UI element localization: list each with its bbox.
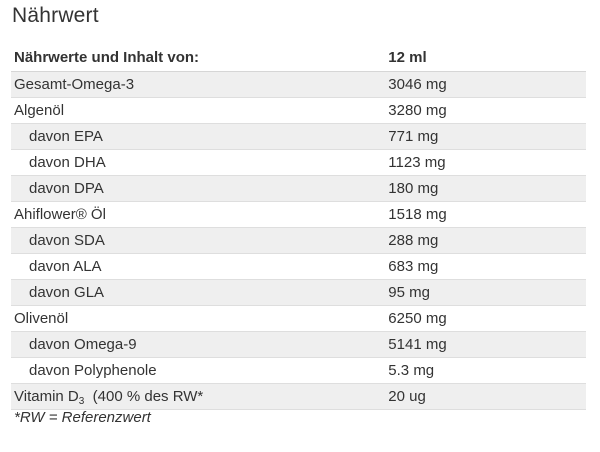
table-row: davon GLA 95 mg bbox=[11, 279, 586, 306]
row-name: Vitamin D3 (400 % des RW* bbox=[11, 383, 386, 410]
row-value: 180 mg bbox=[385, 175, 586, 202]
row-label-prefix: Vitamin D bbox=[14, 388, 79, 405]
table-row: davon Polyphenole 5.3 mg bbox=[11, 357, 586, 384]
table-row: Ahiflower® Öl 1518 mg bbox=[11, 201, 586, 228]
table-row: davon Omega-9 5141 mg bbox=[11, 331, 586, 358]
footnote: *RW = Referenzwert bbox=[14, 409, 151, 426]
table-row: Gesamt-Omega-3 3046 mg bbox=[11, 71, 586, 98]
page-title: Nährwert bbox=[12, 4, 99, 27]
table-row: davon EPA 771 mg bbox=[11, 123, 586, 150]
table-row: Vitamin D3 (400 % des RW* 20 ug bbox=[11, 383, 586, 410]
row-label: davon DPA bbox=[29, 180, 104, 197]
row-name: Gesamt-Omega-3 bbox=[11, 71, 386, 98]
row-value: 5141 mg bbox=[385, 331, 586, 358]
table-row: Olivenöl 6250 mg bbox=[11, 305, 586, 332]
row-value: 3046 mg bbox=[385, 71, 586, 98]
row-label: Gesamt-Omega-3 bbox=[14, 76, 135, 93]
table-row: davon ALA 683 mg bbox=[11, 253, 586, 280]
row-value: 683 mg bbox=[385, 253, 586, 280]
row-value: 3280 mg bbox=[385, 97, 586, 124]
row-value: 95 mg bbox=[385, 279, 586, 306]
row-label: Olivenöl bbox=[14, 310, 69, 327]
row-name: davon ALA bbox=[11, 253, 386, 280]
row-name: davon DHA bbox=[11, 149, 386, 176]
row-value: 5.3 mg bbox=[385, 357, 586, 384]
row-value: 1123 mg bbox=[385, 149, 586, 176]
header-name: Nährwerte und Inhalt von: bbox=[11, 44, 386, 72]
table-row: davon SDA 288 mg bbox=[11, 227, 586, 254]
row-label: davon DHA bbox=[29, 154, 106, 171]
row-label: Ahiflower® Öl bbox=[14, 206, 106, 223]
row-value: 1518 mg bbox=[385, 201, 586, 228]
row-name: davon EPA bbox=[11, 123, 386, 150]
row-label-subscript: 3 bbox=[78, 396, 85, 407]
row-name: davon Omega-9 bbox=[11, 331, 386, 358]
table-row: davon DPA 180 mg bbox=[11, 175, 586, 202]
row-name: Olivenöl bbox=[11, 305, 386, 332]
row-name: davon GLA bbox=[11, 279, 386, 306]
row-value: 771 mg bbox=[385, 123, 586, 150]
row-label-suffix: (400 % des RW* bbox=[92, 388, 204, 405]
row-name: Algenöl bbox=[11, 97, 386, 124]
row-label: Algenöl bbox=[14, 102, 65, 119]
row-label: davon EPA bbox=[29, 128, 103, 145]
row-label: davon GLA bbox=[29, 284, 105, 301]
row-label: davon SDA bbox=[29, 232, 105, 249]
row-label: Vitamin D3 (400 % des RW* bbox=[14, 388, 204, 407]
row-label: davon Omega-9 bbox=[29, 336, 137, 353]
row-name: davon DPA bbox=[11, 175, 386, 202]
table-row: davon DHA 1123 mg bbox=[11, 149, 586, 176]
row-name: davon SDA bbox=[11, 227, 386, 254]
row-name: davon Polyphenole bbox=[11, 357, 386, 384]
row-value: 6250 mg bbox=[385, 305, 586, 332]
nutrition-table: Nährwerte und Inhalt von: 12 ml Gesamt-O… bbox=[11, 44, 586, 410]
row-label: davon ALA bbox=[29, 258, 102, 275]
row-value: 20 ug bbox=[385, 383, 586, 410]
row-value: 288 mg bbox=[385, 227, 586, 254]
header-value: 12 ml bbox=[385, 44, 586, 72]
row-name: Ahiflower® Öl bbox=[11, 201, 386, 228]
table-header-row: Nährwerte und Inhalt von: 12 ml bbox=[11, 44, 586, 72]
row-label: davon Polyphenole bbox=[29, 362, 157, 379]
table-row: Algenöl 3280 mg bbox=[11, 97, 586, 124]
